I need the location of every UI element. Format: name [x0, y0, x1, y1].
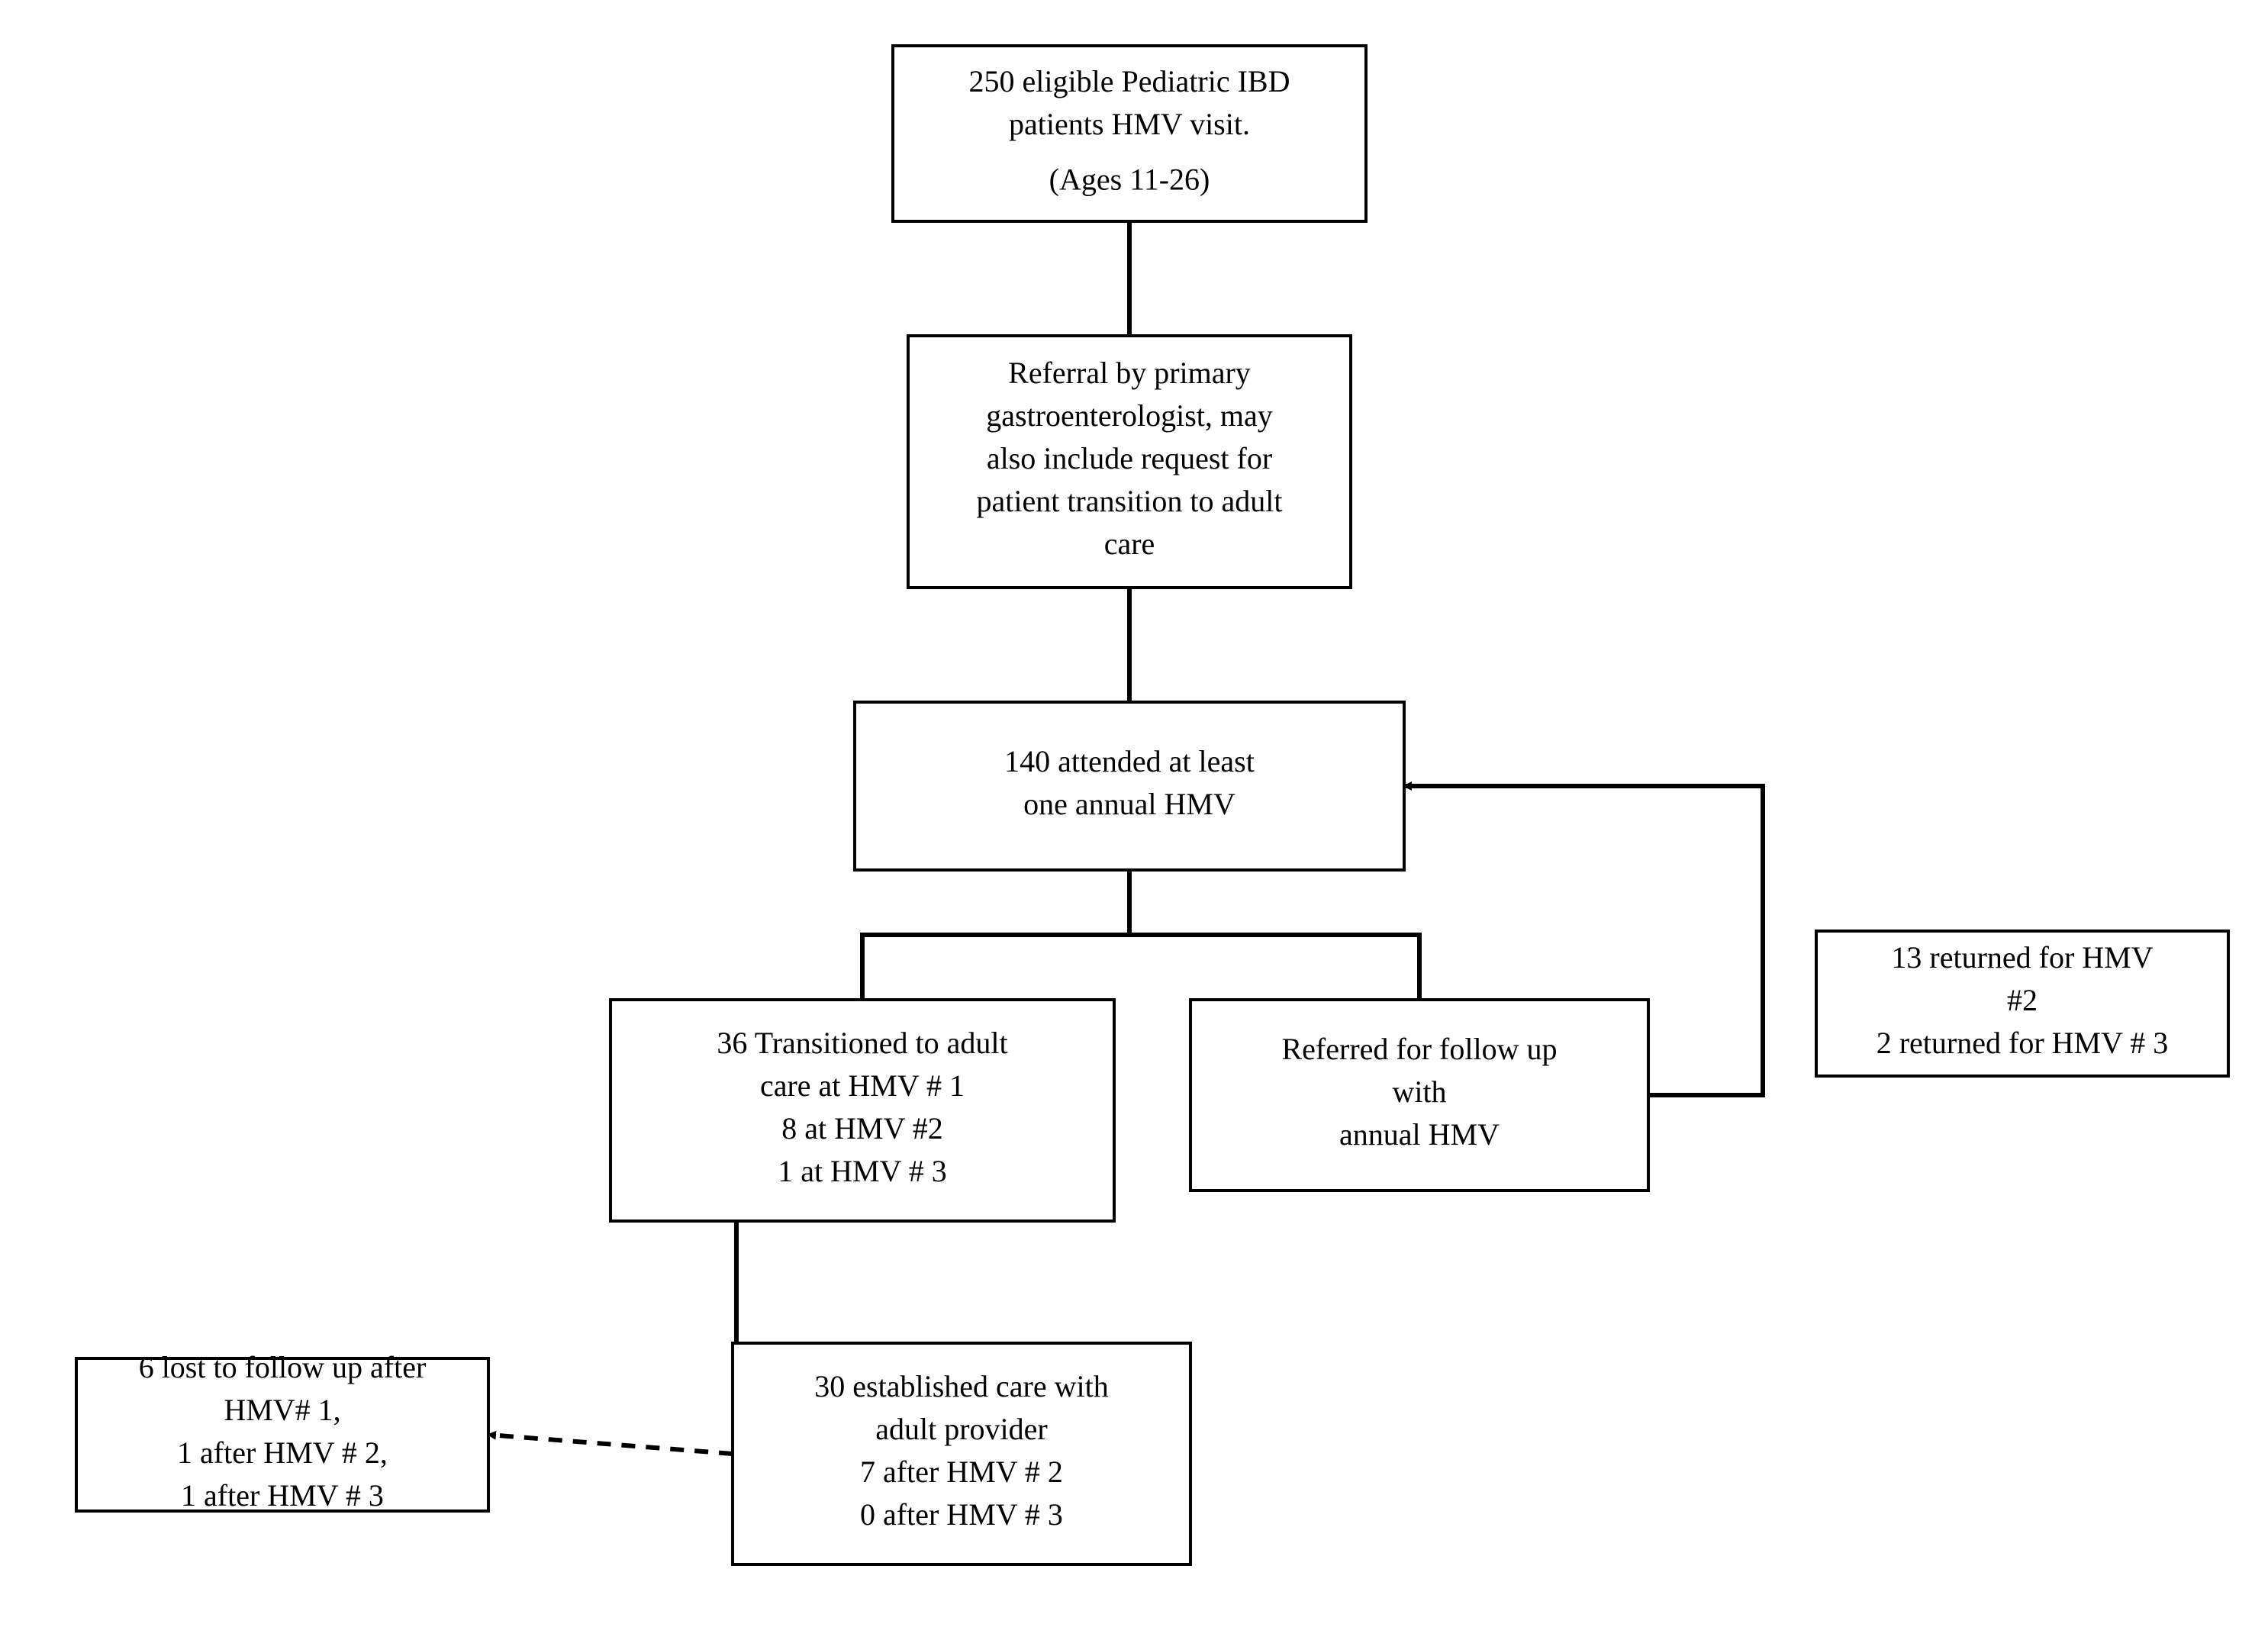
node-text-returned-2: 2 returned for HMV # 3 [1877, 1026, 2169, 1060]
node-text-returned-1: #2 [2007, 983, 2038, 1017]
node-text-transition-2: 8 at HMV #2 [781, 1111, 942, 1145]
node-text-attended-0: 140 attended at least [1004, 744, 1255, 778]
node-text-transition-1: care at HMV # 1 [760, 1068, 965, 1103]
node-text-returned-0: 13 returned for HMV [1891, 940, 2153, 975]
node-text-lost-0: 6 lost to follow up after [139, 1350, 427, 1384]
node-text-followup-2: annual HMV [1339, 1117, 1500, 1152]
node-text-eligible-1: patients HMV visit. [1009, 107, 1250, 141]
node-text-eligible-0: 250 eligible Pediatric IBD [968, 64, 1290, 98]
edge-established-to-lost [488, 1435, 733, 1454]
node-text-established-2: 7 after HMV # 2 [860, 1455, 1063, 1489]
node-text-referral-4: care [1104, 527, 1155, 561]
node-text-eligible-2: (Ages 11-26) [1049, 163, 1210, 197]
node-text-referral-2: also include request for [987, 441, 1272, 475]
nodes-layer: 250 eligible Pediatric IBD patients HMV v… [76, 46, 2228, 1564]
node-returned: 13 returned for HMV #2 2 returned for HMV … [1816, 931, 2228, 1076]
node-text-lost-1: HMV# 1, [224, 1393, 340, 1427]
node-text-lost-3: 1 after HMV # 3 [181, 1478, 384, 1513]
node-box-attended [855, 702, 1404, 870]
node-transition: 36 Transitioned to adult care at HMV # 1 8… [610, 1000, 1114, 1221]
node-text-referral-0: Referral by primary [1008, 356, 1251, 390]
node-text-followup-1: with [1392, 1075, 1446, 1109]
node-text-established-1: adult provider [875, 1412, 1048, 1446]
node-text-referral-3: patient transition to adult [976, 484, 1282, 518]
node-text-transition-0: 36 Transitioned to adult [717, 1026, 1007, 1060]
flowchart-canvas: 250 eligible Pediatric IBD patients HMV v… [0, 0, 2268, 1640]
edge-attended-to-transition [862, 870, 1129, 1000]
node-eligible: 250 eligible Pediatric IBD patients HMV v… [893, 46, 1366, 221]
node-text-transition-3: 1 at HMV # 3 [778, 1154, 946, 1188]
node-text-lost-2: 1 after HMV # 2, [177, 1435, 388, 1470]
node-text-established-0: 30 established care with [814, 1369, 1108, 1403]
node-text-referral-1: gastroenterologist, may [986, 398, 1272, 433]
node-attended: 140 attended at least one annual HMV [855, 702, 1404, 870]
node-referral: Referral by primary gastroenterologist, m… [908, 336, 1351, 588]
edge-attended-to-followup [1129, 870, 1419, 1000]
node-established: 30 established care with adult provider 7 … [733, 1343, 1190, 1564]
node-followup: Referred for follow up with annual HMV [1190, 1000, 1648, 1191]
node-text-followup-0: Referred for follow up [1282, 1032, 1558, 1066]
node-lost: 6 lost to follow up after HMV# 1, 1 after … [76, 1350, 488, 1513]
node-text-established-3: 0 after HMV # 3 [860, 1497, 1063, 1532]
node-text-attended-1: one annual HMV [1023, 787, 1235, 821]
